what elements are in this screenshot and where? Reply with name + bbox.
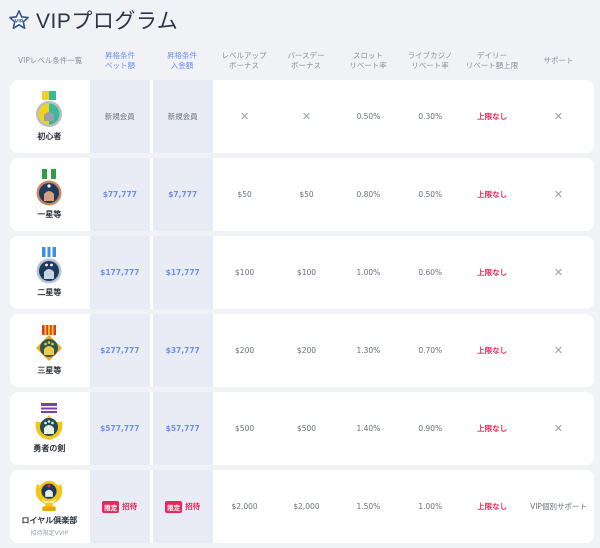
birthday-bonus-none-icon: ✕	[301, 110, 312, 123]
column-header-bet: 昇格条件 ベット額	[105, 51, 135, 70]
column-header-live: ライブカジノ リベート率	[407, 51, 453, 70]
slot-rebate: 1.40%	[356, 424, 381, 433]
daily-rebate-limit: 上限なし	[477, 112, 508, 121]
deposit-requirement: $37,777	[152, 314, 213, 387]
column-header-level: VIPレベル条件一覧	[18, 56, 83, 65]
live-rebate: 0.50%	[418, 190, 443, 199]
support-none-icon: ✕	[553, 422, 564, 435]
daily-rebate-limit: 上限なし	[477, 268, 508, 277]
invite-only-label: 招待	[122, 502, 138, 511]
levelup-bonus-none-icon: ✕	[239, 110, 250, 123]
deposit-requirement: $7,777	[152, 158, 213, 231]
live-rebate: 1.00%	[418, 502, 443, 511]
beginner-medal-icon	[36, 91, 63, 127]
column-header-slot: スロット リベート率	[349, 51, 387, 70]
live-rebate: 0.30%	[418, 112, 443, 121]
rank-cell: 一星等	[10, 158, 89, 231]
rank-name: ロイヤル倶楽部	[21, 515, 78, 525]
column-header-levelup: レベルアップ ボーナス	[221, 51, 267, 70]
birthday-bonus: $2,000	[293, 502, 320, 511]
support-none-icon: ✕	[553, 266, 564, 279]
rank-name: 三星等	[37, 366, 62, 375]
support-none-icon: ✕	[553, 344, 564, 357]
rank-cell: ロイヤル倶楽部 招待限定VVIP	[10, 470, 89, 543]
bet-requirement: $177,777	[89, 236, 150, 309]
table-row: 一星等 $77,777 $7,777 $50 $50 0.80% 0.50% 上…	[10, 158, 594, 231]
rank-cell: 二星等	[10, 236, 89, 309]
slot-rebate: 0.80%	[356, 190, 381, 199]
royal-club-trophy-icon	[36, 480, 63, 511]
daily-rebate-limit: 上限なし	[477, 190, 508, 199]
live-rebate: 0.60%	[418, 268, 443, 277]
table-row: 初心者 新規会員 新規会員 ✕ ✕ 0.50% 0.30% 上限なし ✕	[10, 80, 594, 153]
one-star-medal-icon	[36, 169, 62, 206]
live-rebate: 0.90%	[418, 424, 443, 433]
invite-only-label: 招待	[185, 502, 201, 511]
column-header-deposit: 昇格条件 入金額	[167, 51, 197, 70]
daily-rebate-limit: 上限なし	[477, 346, 508, 355]
table-row: 三星等 $277,777 $37,777 $200 $200 1.30% 0.7…	[10, 314, 594, 387]
rank-name: 勇者の剣	[33, 444, 66, 453]
bet-requirement: $577,777	[89, 392, 150, 465]
rank-name: 二星等	[37, 288, 62, 297]
rank-cell: 勇者の剣	[10, 392, 89, 465]
levelup-bonus: $200	[235, 346, 255, 355]
deposit-requirement: 新規会員	[152, 80, 213, 153]
levelup-bonus: $100	[235, 268, 255, 277]
table-row: ロイヤル倶楽部 招待限定VVIP 限定 招待 限定 招待 $2,000 $2,0…	[10, 470, 594, 543]
table-row: 勇者の剣 $577,777 $57,777 $500 $500 1.40% 0.…	[10, 392, 594, 465]
deposit-requirement: $57,777	[152, 392, 213, 465]
birthday-bonus: $500	[296, 424, 317, 433]
levelup-bonus: $50	[237, 190, 252, 199]
birthday-bonus: $100	[296, 268, 317, 277]
vip-star-icon: VIP	[9, 10, 29, 30]
birthday-bonus: $200	[296, 346, 317, 355]
live-rebate: 0.70%	[418, 346, 443, 355]
rank-name: 初心者	[37, 132, 62, 141]
three-star-medal-icon	[36, 325, 63, 361]
page-header: VIP VIPプログラム	[8, 4, 178, 36]
bet-requirement: $277,777	[89, 314, 150, 387]
rank-name: 一星等	[37, 210, 62, 219]
bet-requirement: 新規会員	[89, 80, 150, 153]
slot-rebate: 0.50%	[356, 112, 381, 121]
page-title: VIPプログラム	[36, 10, 179, 33]
daily-rebate-limit: 上限なし	[477, 502, 508, 511]
deposit-requirement: 限定 招待	[152, 470, 213, 543]
levelup-bonus: $500	[235, 424, 255, 433]
levelup-bonus: $2,000	[231, 502, 258, 511]
bet-requirement: $77,777	[89, 158, 150, 231]
slot-rebate: 1.00%	[356, 268, 381, 277]
bet-requirement: 限定 招待	[89, 470, 150, 543]
hero-sword-medal-icon	[36, 403, 63, 440]
slot-rebate: 1.30%	[356, 346, 381, 355]
table-row: 二星等 $177,777 $17,777 $100 $100 1.00% 0.6…	[10, 236, 594, 309]
vip-level-table: 初心者 新規会員 新規会員 ✕ ✕ 0.50% 0.30% 上限なし ✕ 一星等…	[10, 80, 594, 548]
birthday-bonus: $50	[299, 190, 314, 199]
svg-text:VIP: VIP	[15, 18, 24, 24]
rank-cell: 三星等	[10, 314, 89, 387]
rank-subtitle: 招待限定VVIP	[30, 529, 69, 537]
slot-rebate: 1.50%	[356, 502, 381, 511]
support-type: VIP個別サポート	[530, 502, 587, 511]
limited-badge: 限定	[165, 500, 183, 513]
rank-cell: 初心者	[10, 80, 89, 153]
limited-badge: 限定	[102, 500, 120, 513]
support-none-icon: ✕	[553, 188, 564, 201]
column-header-birthday: バースデー ボーナス	[287, 51, 325, 70]
deposit-requirement: $17,777	[152, 236, 213, 309]
support-none-icon: ✕	[553, 110, 564, 123]
column-header-support: サポート	[543, 56, 574, 65]
column-header-daily: デイリー リベート額上限	[465, 51, 519, 70]
daily-rebate-limit: 上限なし	[477, 424, 508, 433]
table-header: VIPレベル条件一覧 昇格条件 ベット額 昇格条件 入金額 レベルアップ ボーナス バ…	[10, 46, 594, 76]
two-star-medal-icon	[36, 247, 62, 284]
